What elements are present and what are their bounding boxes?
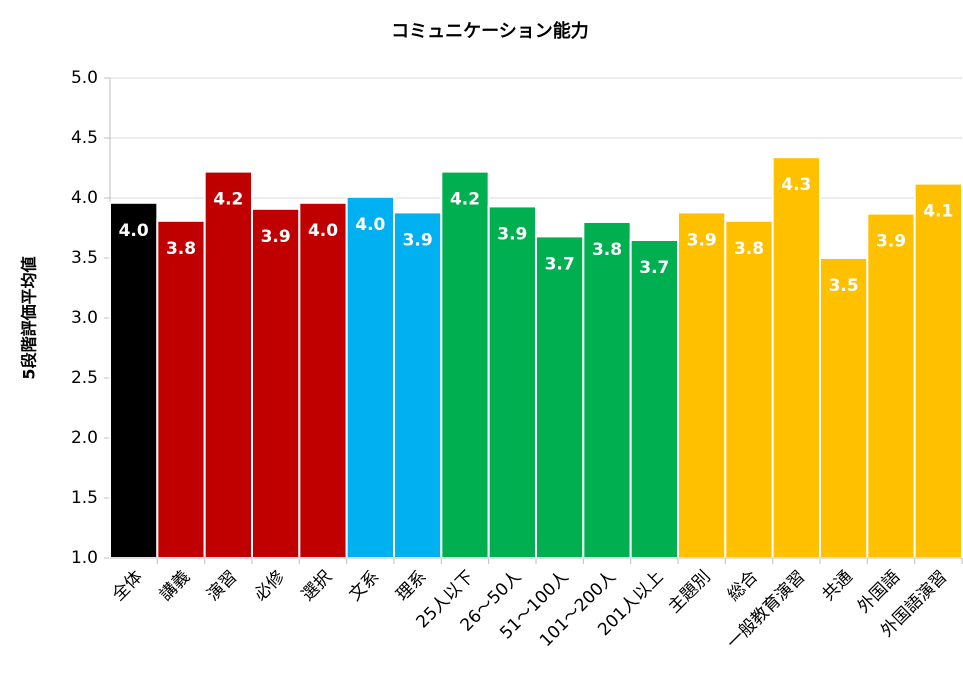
- data-label: 3.9: [876, 232, 906, 252]
- bar: [724, 219, 774, 560]
- data-label: 4.0: [308, 221, 338, 241]
- bar: [677, 211, 727, 559]
- y-tick-label: 5.0: [71, 68, 98, 88]
- data-label: 3.8: [592, 240, 622, 260]
- data-label: 4.1: [923, 202, 953, 222]
- bar: [771, 156, 822, 559]
- data-label: 3.8: [166, 239, 196, 259]
- y-tick-label: 4.0: [71, 188, 98, 208]
- bar: [913, 182, 963, 559]
- x-tick-label: 理系: [393, 567, 431, 605]
- data-label: 4.2: [213, 190, 243, 210]
- data-label: 3.9: [261, 227, 291, 247]
- bar: [582, 221, 632, 559]
- x-tick-label: 講義: [156, 567, 194, 605]
- bar: [866, 212, 916, 559]
- x-tick-label: 文系: [345, 567, 383, 605]
- data-label: 3.7: [639, 258, 669, 278]
- data-label: 3.9: [403, 230, 433, 250]
- bar: [629, 239, 680, 559]
- data-label: 4.0: [119, 221, 149, 241]
- data-label: 3.7: [545, 254, 575, 274]
- bar: [819, 257, 869, 559]
- bar: [156, 219, 206, 560]
- x-tick-label: 全体: [109, 567, 147, 605]
- data-label: 3.8: [734, 239, 764, 259]
- data-label: 3.5: [829, 276, 859, 296]
- x-tick-label: 選択: [298, 567, 336, 605]
- bar: [298, 201, 348, 560]
- x-tick-label: 総合: [724, 567, 762, 605]
- bar: [487, 205, 537, 559]
- data-label: 3.9: [687, 230, 717, 250]
- x-tick-label: 共通: [819, 567, 857, 605]
- bar: [440, 170, 490, 559]
- x-tick-label: 演習: [203, 567, 241, 605]
- bar: [109, 201, 159, 560]
- y-tick-label: 4.5: [71, 128, 98, 148]
- bar: [393, 211, 443, 559]
- y-tick-label: 2.0: [71, 428, 98, 448]
- bar: [535, 235, 585, 559]
- y-tick-label: 1.0: [71, 548, 98, 568]
- bar: [203, 170, 254, 559]
- data-label: 3.9: [497, 224, 527, 244]
- y-tick-label: 3.0: [71, 308, 98, 328]
- y-tick-label: 3.5: [71, 248, 98, 268]
- x-tick-label: 主題別: [665, 567, 715, 617]
- data-label: 4.2: [450, 190, 480, 210]
- y-tick-label: 1.5: [71, 488, 98, 508]
- chart-title: コミュニケーション能力: [391, 20, 589, 42]
- bar: [345, 195, 395, 560]
- data-label: 4.0: [355, 215, 385, 235]
- y-tick-label: 2.5: [71, 368, 98, 388]
- y-axis-label: 5段階評価平均値: [20, 256, 39, 379]
- data-label: 4.3: [781, 175, 811, 195]
- x-tick-label: 必修: [251, 567, 289, 605]
- bar: [251, 207, 301, 560]
